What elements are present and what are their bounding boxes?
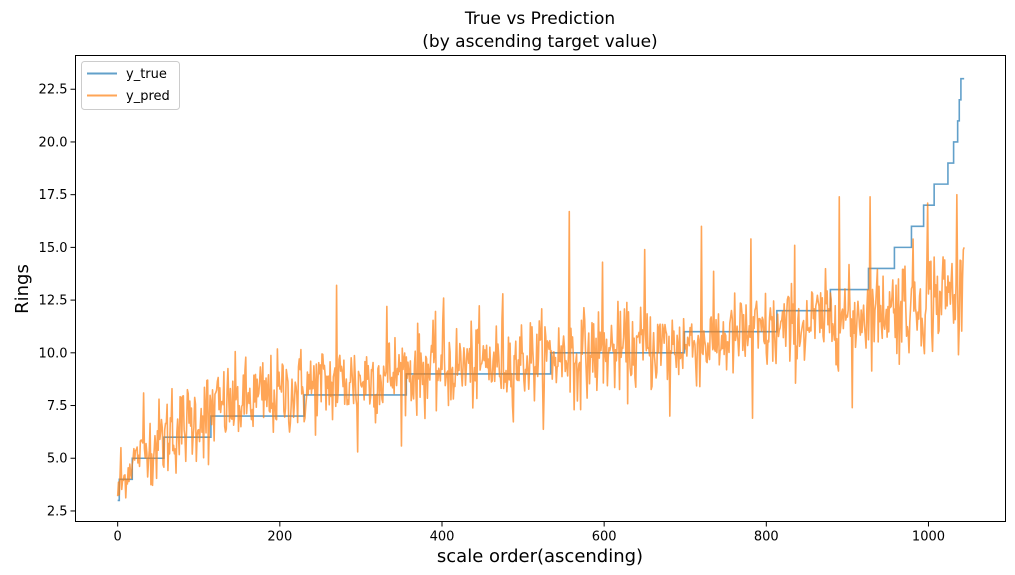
legend-label-y-pred: y_pred	[126, 89, 170, 104]
y-tick-label: 20.0	[39, 135, 68, 150]
x-tick-label: 400	[430, 530, 455, 545]
y-axis-label: Rings	[12, 264, 33, 314]
series-line-y-pred	[116, 193, 965, 499]
x-tick-label: 1000	[912, 530, 945, 545]
y-axis: 2.5 5.0 7.5 10.0 12.5 15.0 17.5 20.0 22.5	[39, 83, 76, 519]
legend: y_true y_pred	[81, 61, 180, 110]
y-tick-label: 2.5	[47, 504, 68, 519]
legend-label-y-true: y_true	[126, 67, 167, 82]
chart-title: True vs Prediction	[464, 9, 615, 29]
plot-frame	[75, 55, 1006, 522]
y-tick-label: 17.5	[39, 188, 68, 203]
x-tick-label: 600	[592, 530, 617, 545]
plot-lines	[116, 77, 965, 502]
x-tick-label: 800	[754, 530, 779, 545]
y-tick-label: 5.0	[47, 452, 68, 467]
x-tick-label: 200	[267, 530, 292, 545]
x-tick-label: 0	[114, 530, 122, 545]
y-tick-label: 15.0	[39, 241, 68, 256]
y-tick-label: 10.0	[39, 346, 68, 361]
y-tick-label: 22.5	[39, 83, 68, 98]
y-tick-label: 12.5	[39, 294, 68, 309]
chart-subtitle: (by ascending target value)	[422, 32, 657, 52]
x-axis-label: scale order(ascending)	[437, 546, 643, 567]
y-tick-label: 7.5	[47, 399, 68, 414]
series-line-y-true	[117, 77, 965, 502]
x-axis: 0 200 400 600 800 1000	[114, 521, 945, 545]
